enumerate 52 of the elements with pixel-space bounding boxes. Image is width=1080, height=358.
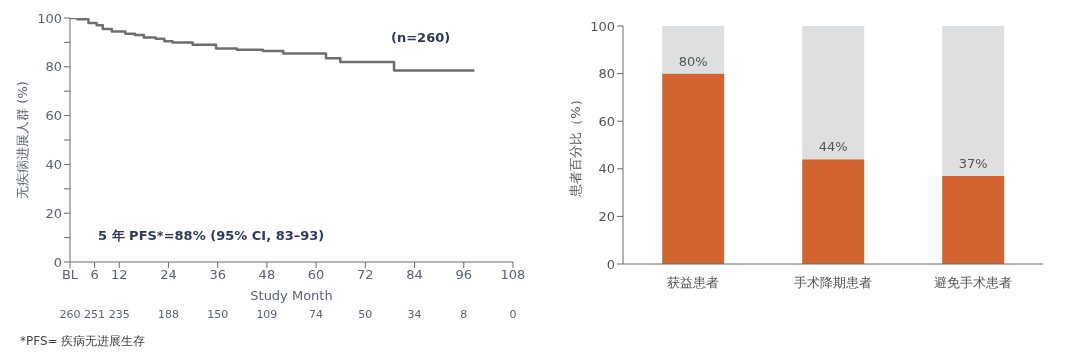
x-tick-label: 12: [110, 267, 128, 283]
text: 260: [59, 307, 81, 321]
y-axis-title: 患者百分比（%）: [567, 93, 583, 198]
y-tick-label: 0: [606, 256, 615, 272]
x-tick-label: 6: [90, 267, 99, 283]
y-tick-label: 20: [598, 209, 615, 225]
text: 109: [256, 307, 278, 321]
text: *PFS= 疾病无进展生存: [20, 333, 146, 350]
text: 0: [509, 307, 517, 321]
text: 235: [108, 307, 130, 321]
y-axis-title: 无疾病进展人群 (%): [14, 81, 30, 199]
x-tick-label: 避免手术患者: [934, 275, 1012, 291]
x-tick-label: 96: [455, 267, 473, 283]
bar: [662, 26, 725, 74]
annotation: 5 年 PFS*=88% (95% CI, 83–93): [98, 227, 325, 245]
x-tick-label: 手术降期患者: [794, 275, 872, 291]
x-tick-label: 36: [209, 267, 226, 283]
data-label: 37%: [958, 155, 988, 171]
x-tick-label: 72: [357, 267, 374, 283]
annotation: (n=260): [391, 30, 451, 45]
text: 50: [358, 307, 373, 321]
x-tick-label: 84: [406, 267, 423, 283]
data-label: 44%: [818, 139, 848, 155]
x-tick-label: 获益患者: [667, 275, 719, 291]
y-tick-label: 40: [598, 161, 615, 177]
text: 251: [84, 307, 106, 321]
y-tick-label: 0: [53, 254, 62, 270]
x-tick-label: BL: [61, 267, 79, 283]
y-tick-label: 100: [37, 10, 62, 26]
x-tick-label: 48: [258, 267, 276, 283]
bar: [662, 73, 725, 264]
y-tick-label: 80: [598, 66, 615, 82]
y-tick-label: 40: [45, 157, 62, 173]
bar: [942, 175, 1005, 264]
x-tick-label: 24: [160, 267, 177, 283]
text: 74: [309, 307, 324, 321]
data-label: 80%: [678, 53, 708, 69]
text: 34: [407, 307, 422, 321]
bar: [802, 159, 865, 264]
y-tick-label: 80: [45, 59, 62, 75]
x-tick-label: 108: [500, 267, 526, 283]
text: 150: [207, 307, 229, 321]
text: 188: [157, 307, 179, 321]
x-axis-title: Study Month: [250, 288, 333, 303]
y-tick-label: 60: [598, 113, 615, 129]
text: 8: [460, 307, 468, 321]
y-tick-label: 20: [45, 205, 62, 221]
y-tick-label: 60: [45, 108, 62, 124]
bar: [942, 26, 1005, 176]
y-tick-label: 100: [590, 18, 615, 34]
bar: [802, 26, 865, 160]
x-tick-label: 60: [307, 267, 325, 283]
